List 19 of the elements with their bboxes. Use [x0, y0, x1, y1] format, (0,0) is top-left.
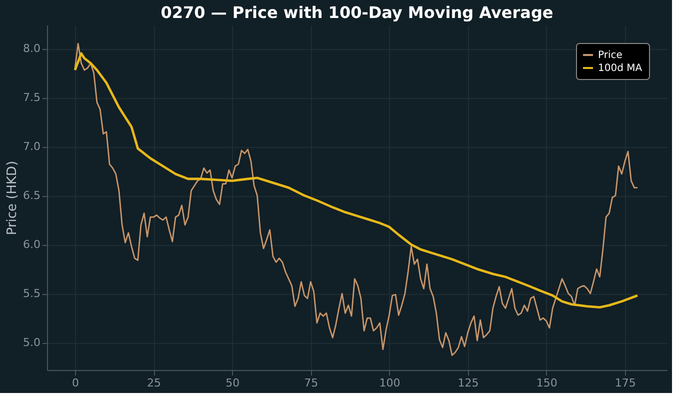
- x-tick-label: 75: [304, 376, 318, 390]
- y-tick-label: 7.5: [23, 91, 40, 104]
- x-tick-label: 100: [379, 376, 400, 390]
- y-tick-label: 7.0: [23, 140, 40, 154]
- x-tick-label: 150: [536, 376, 558, 390]
- x-tick-label: 50: [226, 376, 240, 390]
- legend-label: Price: [598, 50, 622, 61]
- y-tick-label: 5.5: [23, 287, 40, 300]
- x-tick-label: 25: [147, 376, 162, 390]
- y-axis-title: Price (HKD): [5, 160, 20, 236]
- y-tick-label: 5.0: [23, 336, 40, 350]
- chart-title: 0270 — Price with 100-Day Moving Average: [160, 3, 554, 22]
- x-tick-label: 0: [72, 376, 79, 390]
- legend-label: 100d MA: [598, 63, 642, 74]
- y-tick-label: 8.0: [23, 42, 40, 56]
- y-tick-label: 6.0: [23, 238, 40, 252]
- x-tick-label: 125: [458, 376, 479, 390]
- x-tick-label: 175: [614, 376, 636, 390]
- y-tick-label: 6.5: [23, 189, 40, 202]
